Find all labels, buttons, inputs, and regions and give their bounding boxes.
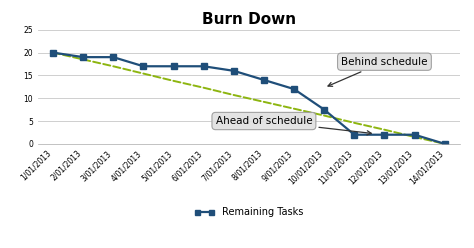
Remaining Tasks [171,65,176,68]
Remaining Tasks [140,65,146,68]
Title: Burn Down: Burn Down [202,12,296,27]
Line: Remaining Tasks: Remaining Tasks [50,50,447,147]
Remaining Tasks [321,108,327,111]
Remaining Tasks [351,133,357,136]
Remaining Tasks [412,133,418,136]
Text: Ahead of schedule: Ahead of schedule [216,116,371,135]
Remaining Tasks [50,51,56,54]
Legend: Remaining Tasks: Remaining Tasks [191,203,307,221]
Remaining Tasks [291,88,297,91]
Remaining Tasks [110,56,116,59]
Text: Behind schedule: Behind schedule [328,57,428,86]
Remaining Tasks [382,133,387,136]
Remaining Tasks [80,56,86,59]
Remaining Tasks [442,142,447,145]
Remaining Tasks [201,65,207,68]
Remaining Tasks [231,69,237,72]
Remaining Tasks [261,78,267,81]
